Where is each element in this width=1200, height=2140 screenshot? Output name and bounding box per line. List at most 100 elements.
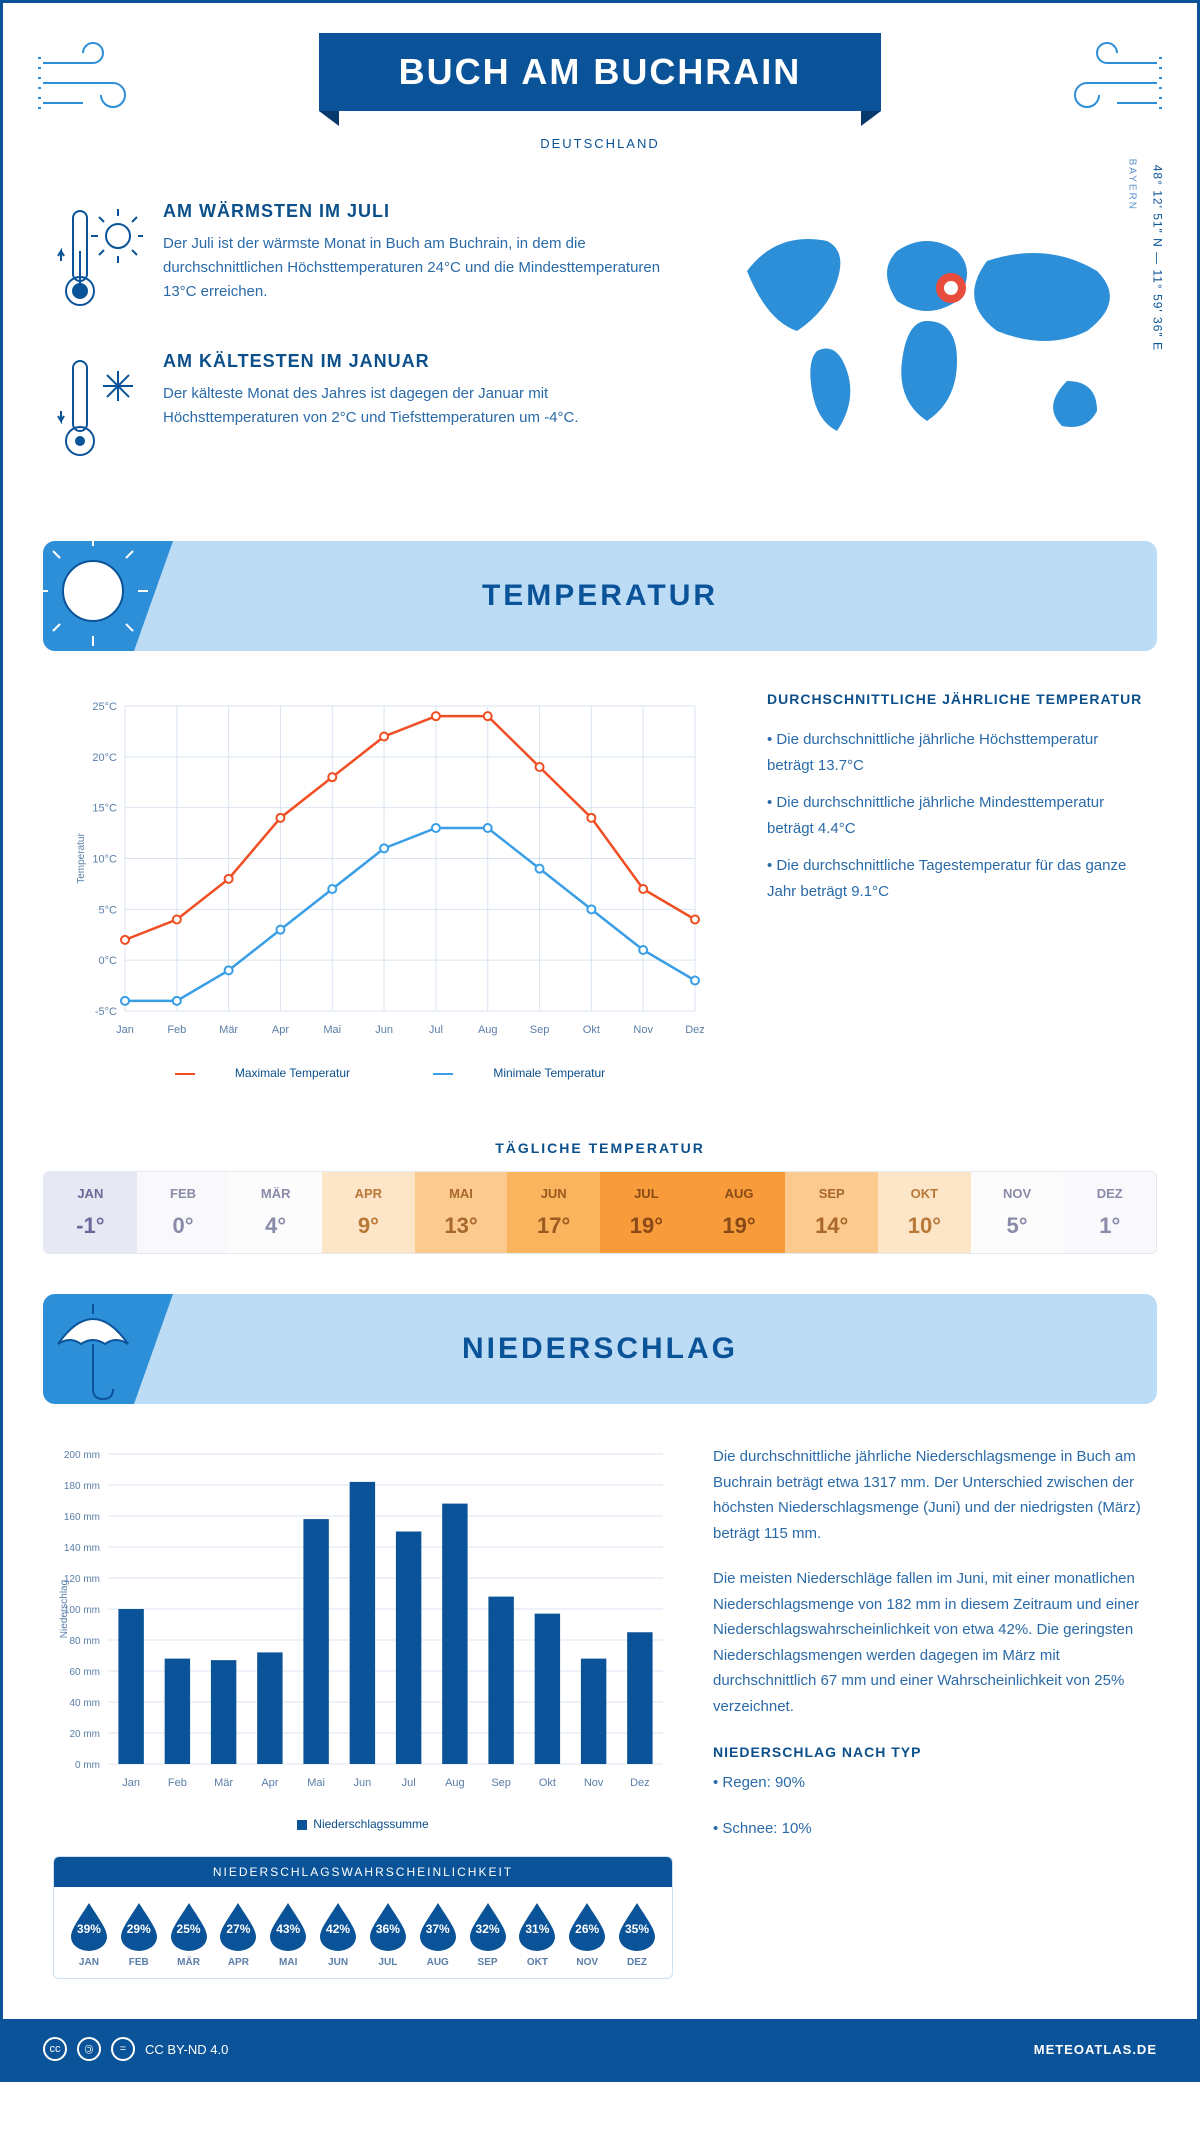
svg-text:5°C: 5°C [99, 904, 118, 916]
daily-title: TÄGLICHE TEMPERATUR [3, 1140, 1197, 1156]
svg-text:Feb: Feb [167, 1024, 186, 1036]
temperature-chart: -5°C0°C5°C10°C15°C20°C25°CJanFebMärAprMa… [53, 691, 727, 1080]
daily-cell: MAI13° [415, 1172, 508, 1253]
svg-text:25°C: 25°C [92, 701, 117, 713]
precip-legend: Niederschlagssumme [53, 1817, 673, 1831]
daily-cell: JAN-1° [44, 1172, 137, 1253]
probability-cell: 39%JAN [64, 1901, 114, 1968]
svg-text:Sep: Sep [491, 1777, 511, 1789]
temperature-content: -5°C0°C5°C10°C15°C20°C25°CJanFebMärAprMa… [3, 651, 1197, 1120]
precipitation-title: NIEDERSCHLAG [462, 1332, 738, 1366]
cc-icon: cc [43, 2037, 67, 2061]
license-block: cc 🄯 = CC BY-ND 4.0 [43, 2037, 228, 2061]
thermometer-sun-icon [53, 201, 143, 321]
svg-text:Jan: Jan [122, 1777, 140, 1789]
precip-type-bullet: • Schnee: 10% [713, 1816, 1147, 1842]
svg-text:Apr: Apr [272, 1024, 289, 1036]
daily-cell: JUN17° [507, 1172, 600, 1253]
temperature-summary: DURCHSCHNITTLICHE JÄHRLICHE TEMPERATUR •… [767, 691, 1147, 1080]
svg-text:Dez: Dez [630, 1777, 650, 1789]
infographic-page: BUCH AM BUCHRAIN DEUTSCHLAND AM WÄRMSTEN… [0, 0, 1200, 2082]
probability-cell: 43%MAI [263, 1901, 313, 1968]
region-label: BAYERN [1126, 159, 1137, 211]
svg-text:80 mm: 80 mm [69, 1636, 100, 1647]
umbrella-icon [38, 1289, 168, 1419]
svg-text:Mär: Mär [214, 1777, 233, 1789]
svg-text:Dez: Dez [685, 1024, 705, 1036]
svg-text:0°C: 0°C [99, 955, 118, 967]
temp-bullet: • Die durchschnittliche Tagestemperatur … [767, 853, 1147, 904]
svg-text:10°C: 10°C [92, 854, 117, 866]
probability-cell: 37%AUG [413, 1901, 463, 1968]
temp-bullet: • Die durchschnittliche jährliche Höchst… [767, 727, 1147, 778]
probability-cell: 25%MÄR [164, 1901, 214, 1968]
svg-text:Jun: Jun [354, 1777, 372, 1789]
probability-box: NIEDERSCHLAGSWAHRSCHEINLICHKEIT 39%JAN29… [53, 1856, 673, 1979]
thermometer-snow-icon [53, 351, 143, 471]
svg-text:Niederschlag: Niederschlag [59, 1580, 70, 1638]
title-banner: BUCH AM BUCHRAIN [319, 33, 882, 111]
svg-text:Temperatur: Temperatur [76, 833, 87, 884]
daily-cell: APR9° [322, 1172, 415, 1253]
legend-max: Maximale Temperatur [235, 1066, 350, 1080]
temperature-title: TEMPERATUR [482, 579, 718, 613]
svg-text:20 mm: 20 mm [69, 1729, 100, 1740]
probability-cell: 32%SEP [463, 1901, 513, 1968]
page-title: BUCH AM BUCHRAIN [399, 51, 802, 93]
precip-legend-label: Niederschlagssumme [313, 1817, 428, 1831]
daily-cell: SEP14° [785, 1172, 878, 1253]
sun-icon [38, 536, 168, 666]
header: BUCH AM BUCHRAIN DEUTSCHLAND [3, 3, 1197, 171]
nd-icon: = [111, 2037, 135, 2061]
svg-text:Jun: Jun [375, 1024, 393, 1036]
precipitation-banner: NIEDERSCHLAG [43, 1294, 1157, 1404]
world-map-block: BAYERN 48° 12' 51" N — 11° 59' 36" E [727, 201, 1147, 501]
warmest-text: Der Juli ist der wärmste Monat in Buch a… [163, 232, 687, 304]
by-icon: 🄯 [77, 2037, 101, 2061]
svg-text:60 mm: 60 mm [69, 1667, 100, 1678]
wind-icon [33, 33, 153, 123]
svg-text:Mai: Mai [323, 1024, 341, 1036]
svg-text:Nov: Nov [633, 1024, 653, 1036]
warmest-heading: AM WÄRMSTEN IM JULI [163, 201, 687, 222]
probability-cell: 27%APR [213, 1901, 263, 1968]
precipitation-text: Die durchschnittliche jährliche Niedersc… [713, 1444, 1147, 1979]
svg-text:Sep: Sep [530, 1024, 550, 1036]
wind-icon [1047, 33, 1167, 123]
svg-text:Mai: Mai [307, 1777, 325, 1789]
warmest-block: AM WÄRMSTEN IM JULI Der Juli ist der wär… [53, 201, 687, 321]
daily-temperature-table: JAN-1°FEB0°MÄR4°APR9°MAI13°JUN17°JUL19°A… [43, 1171, 1157, 1254]
probability-cell: 36%JUL [363, 1901, 413, 1968]
probability-cell: 35%DEZ [612, 1901, 662, 1968]
daily-cell: OKT10° [878, 1172, 971, 1253]
svg-text:40 mm: 40 mm [69, 1698, 100, 1709]
coordinates: 48° 12' 51" N — 11° 59' 36" E [1150, 165, 1164, 351]
svg-text:Apr: Apr [261, 1777, 278, 1789]
world-map-icon [727, 201, 1147, 461]
precipitation-chart: 0 mm20 mm40 mm60 mm80 mm100 mm120 mm140 … [53, 1444, 673, 1804]
daily-cell: DEZ1° [1063, 1172, 1156, 1253]
svg-text:Okt: Okt [539, 1777, 556, 1789]
daily-cell: AUG19° [693, 1172, 786, 1253]
coldest-text: Der kälteste Monat des Jahres ist dagege… [163, 382, 687, 430]
probability-heading: NIEDERSCHLAGSWAHRSCHEINLICHKEIT [54, 1857, 672, 1887]
precip-p2: Die meisten Niederschläge fallen im Juni… [713, 1566, 1147, 1719]
svg-text:Aug: Aug [478, 1024, 498, 1036]
temp-summary-heading: DURCHSCHNITTLICHE JÄHRLICHE TEMPERATUR [767, 691, 1147, 707]
svg-text:Jan: Jan [116, 1024, 134, 1036]
svg-text:Okt: Okt [583, 1024, 600, 1036]
svg-text:-5°C: -5°C [95, 1006, 117, 1018]
country-label: DEUTSCHLAND [3, 136, 1197, 151]
daily-cell: NOV5° [971, 1172, 1064, 1253]
svg-text:Aug: Aug [445, 1777, 465, 1789]
precipitation-content: 0 mm20 mm40 mm60 mm80 mm100 mm120 mm140 … [3, 1404, 1197, 2019]
intro-facts: AM WÄRMSTEN IM JULI Der Juli ist der wär… [53, 201, 687, 501]
temp-legend: Maximale Temperatur Minimale Temperatur [53, 1066, 727, 1080]
svg-text:15°C: 15°C [92, 803, 117, 815]
license-text: CC BY-ND 4.0 [145, 2042, 228, 2057]
svg-text:200 mm: 200 mm [64, 1450, 100, 1461]
daily-cell: FEB0° [137, 1172, 230, 1253]
svg-text:Feb: Feb [168, 1777, 187, 1789]
daily-cell: JUL19° [600, 1172, 693, 1253]
coldest-block: AM KÄLTESTEN IM JANUAR Der kälteste Mona… [53, 351, 687, 471]
